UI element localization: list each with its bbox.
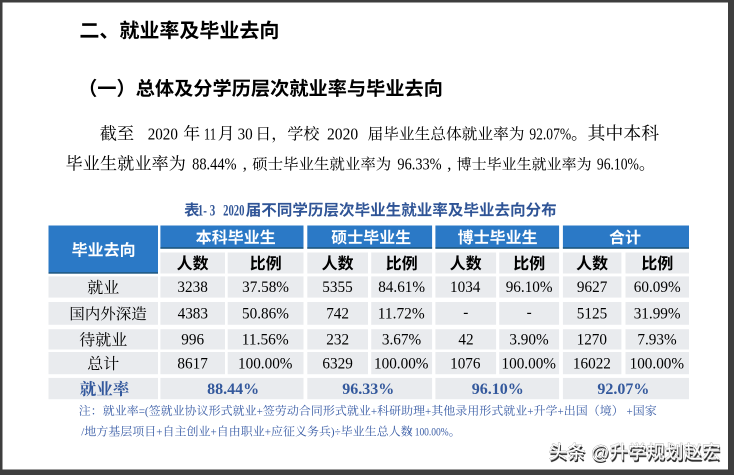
svg-text:100.00%: 100.00% (502, 355, 556, 372)
svg-text:+: + (626, 404, 632, 418)
svg-text:96.33%: 96.33% (397, 155, 442, 174)
svg-text:@: @ (592, 444, 611, 465)
svg-text:4383: 4383 (178, 306, 208, 323)
svg-text:1034: 1034 (450, 279, 480, 296)
svg-text:100.00%: 100.00% (630, 355, 684, 372)
svg-text:96.10%: 96.10% (472, 381, 524, 398)
svg-text:×: × (406, 425, 413, 439)
svg-text:+: + (371, 404, 377, 418)
svg-text:92.07%: 92.07% (597, 381, 649, 398)
svg-text:42: 42 (458, 332, 473, 349)
svg-text:996: 996 (181, 332, 204, 349)
svg-text:3238: 3238 (177, 279, 207, 296)
svg-text:+: + (257, 404, 263, 418)
svg-text:2020: 2020 (223, 202, 245, 219)
svg-text:3.90%: 3.90% (509, 332, 548, 349)
svg-text:6329: 6329 (322, 355, 352, 372)
svg-text:1-: 1- (198, 202, 207, 219)
svg-text:+: + (210, 425, 216, 439)
svg-text:,: , (243, 155, 247, 174)
svg-text:5355: 5355 (322, 279, 352, 296)
svg-text:7.93%: 7.93% (637, 332, 676, 349)
svg-text:16022: 16022 (573, 355, 611, 372)
svg-text:742: 742 (326, 306, 349, 323)
svg-text:100.00%: 100.00% (415, 425, 449, 439)
svg-text:96.10%: 96.10% (506, 279, 553, 296)
svg-text:+: + (425, 404, 431, 418)
svg-text:-: - (527, 304, 532, 321)
svg-text:3.67%: 3.67% (382, 332, 421, 349)
svg-text:@: @ (591, 441, 610, 462)
svg-text:3: 3 (210, 202, 216, 219)
svg-text:88.44%: 88.44% (207, 381, 259, 398)
svg-text:5125: 5125 (577, 306, 607, 323)
svg-text:88.44%: 88.44% (192, 155, 237, 174)
svg-text:96.10%: 96.10% (597, 155, 639, 174)
svg-text:1076: 1076 (450, 355, 480, 372)
svg-text:8617: 8617 (177, 355, 207, 372)
svg-text:96.33%: 96.33% (342, 381, 394, 398)
svg-text:37.58%: 37.58% (242, 279, 289, 296)
svg-text:+: + (265, 425, 271, 439)
svg-text:92.07%: 92.07% (529, 124, 571, 143)
svg-text:,: , (447, 155, 451, 174)
svg-text:60.09%: 60.09% (634, 279, 681, 296)
svg-text:+: + (558, 404, 564, 418)
svg-text:11.56%: 11.56% (242, 332, 289, 349)
svg-text:100.00%: 100.00% (374, 355, 428, 372)
svg-text:2020: 2020 (327, 124, 358, 143)
svg-text:11: 11 (204, 124, 216, 143)
svg-text:-: - (463, 304, 468, 321)
svg-text:232: 232 (326, 332, 349, 349)
svg-text:50.86%: 50.86% (242, 306, 289, 323)
svg-text:84.61%: 84.61% (378, 279, 425, 296)
svg-text:1270: 1270 (577, 332, 607, 349)
svg-text:)÷: )÷ (331, 425, 341, 439)
svg-text:+: + (156, 425, 162, 439)
svg-text:9627: 9627 (577, 279, 607, 296)
svg-text:11.72%: 11.72% (378, 306, 425, 323)
svg-text:30: 30 (238, 124, 253, 143)
svg-text:=(: =( (139, 404, 149, 418)
svg-text:100.00%: 100.00% (238, 355, 292, 372)
svg-text:+: + (527, 404, 533, 418)
svg-text:2020: 2020 (148, 124, 178, 143)
svg-text:31.99%: 31.99% (634, 306, 681, 323)
svg-text:/: / (81, 425, 85, 439)
